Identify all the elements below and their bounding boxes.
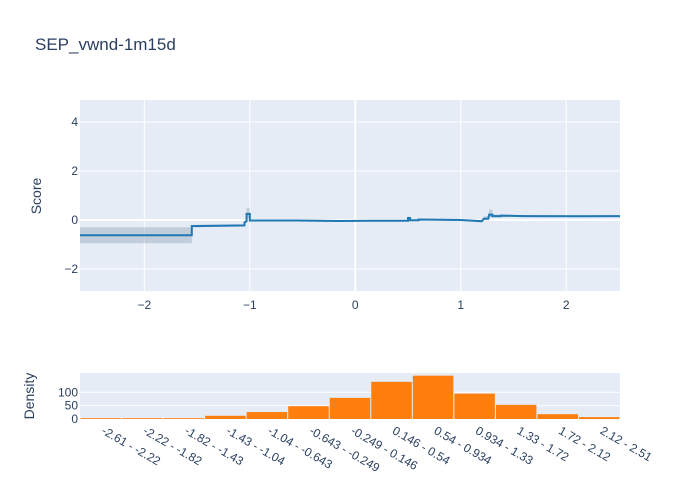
score-plot-background	[80, 100, 620, 291]
density-bar	[495, 404, 537, 419]
density-bar	[246, 412, 288, 419]
density-bar	[578, 417, 620, 419]
density-bar	[122, 418, 163, 419]
density-bar	[329, 397, 371, 419]
density-bar	[371, 381, 412, 419]
density-y-tick-label: 0	[71, 412, 78, 426]
density-y-tick-label: 50	[65, 399, 79, 413]
score-y-tick-label: 2	[71, 164, 78, 178]
density-bar	[163, 418, 205, 419]
density-bar	[412, 375, 454, 419]
chart-title: SEP_vwnd-1m15d	[35, 35, 176, 54]
density-y-tick-label: 100	[58, 385, 78, 399]
score-confidence-band	[80, 207, 620, 244]
density-axis-title: Density	[21, 373, 37, 420]
density-bar	[537, 414, 578, 419]
density-bar	[454, 393, 495, 419]
score-x-tick-label: −2	[137, 298, 151, 312]
density-bar	[80, 418, 122, 419]
density-bar	[205, 415, 246, 419]
score-plot: −2 −1 0 1 2 −2 0 2 4	[64, 100, 621, 312]
score-x-tick-label: 0	[352, 298, 359, 312]
score-line	[80, 212, 621, 237]
score-x-tick-label: 1	[457, 298, 464, 312]
score-y-tick-label: −2	[64, 262, 78, 276]
score-y-tick-label: 4	[71, 115, 78, 129]
score-axis-title: Score	[28, 178, 44, 215]
density-bar	[288, 406, 329, 419]
score-x-tick-label: −1	[243, 298, 257, 312]
score-y-tick-label: 0	[71, 213, 78, 227]
score-x-tick-label: 2	[563, 298, 570, 312]
